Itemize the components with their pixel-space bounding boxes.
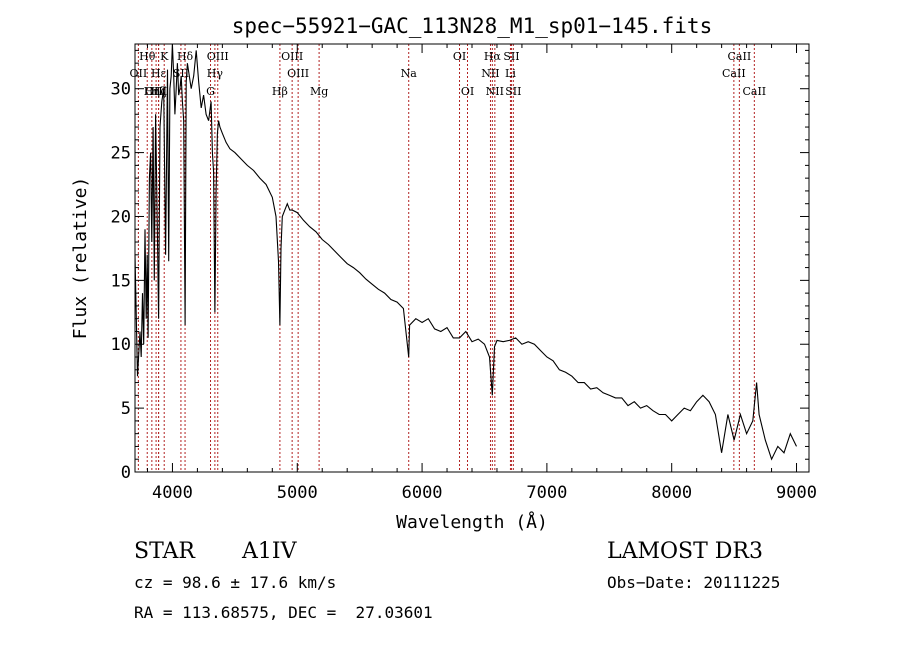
spectral-line-label: Hε [151, 67, 167, 80]
y-tick-label: 15 [111, 271, 131, 291]
spectral-line-label: CaII [742, 85, 766, 98]
flux-series-line [134, 43, 797, 461]
spectral-line-label: NII [481, 67, 499, 80]
spectral-line-label: Hγ [207, 67, 224, 80]
spectral-line-label: CaII [722, 67, 746, 80]
spectral-line-label: Hδ [177, 50, 194, 63]
plot-frame [134, 43, 810, 473]
spectral-line-label: OI [461, 85, 474, 98]
spectral-line-label: OII [130, 67, 148, 80]
y-tick-label: 30 [111, 80, 131, 100]
spectral-line-label: Mg [310, 85, 328, 98]
x-tick-label: 7000 [526, 483, 567, 503]
x-tick-label: 6000 [402, 483, 443, 503]
axis-ticks: 4000 5000 6000 7000 8000 9000 0 5 10 15 20 25 30 [111, 44, 817, 503]
spectral-line-label: Li [505, 67, 516, 80]
spectral-line-label: SII [505, 85, 521, 98]
spectral-line-label: OIII [287, 67, 309, 80]
coordinates: RA = 113.68575, DEC = 27.03601 [134, 603, 433, 622]
spectral-line-label: Hθ [139, 50, 156, 63]
spectral-line-label: OI [453, 50, 466, 63]
observation-date: Obs−Date: 20111225 [607, 573, 781, 592]
spectral-line-label: OIII [207, 50, 229, 63]
y-tick-label: 5 [121, 399, 131, 419]
survey-name: LAMOST DR3 [607, 539, 763, 564]
spectral-line-label: K [160, 50, 169, 63]
y-axis-label: Flux (relative) [70, 177, 91, 340]
y-tick-label: 0 [121, 463, 131, 483]
x-axis-label: Wavelength (Å) [396, 511, 548, 533]
x-tick-label: 8000 [651, 483, 692, 503]
y-tick-label: 10 [111, 335, 131, 355]
spectral-line-label: OIII [145, 85, 167, 98]
spectral-line-label: Hη [144, 85, 160, 98]
spectral-line-label: Hα [484, 50, 502, 63]
chart-title: spec−55921−GAC_113N28_M1_sp01−145.fits [232, 14, 712, 38]
x-tick-label: 5000 [277, 483, 318, 503]
object-subclass: A1IV [242, 539, 297, 564]
x-tick-label: 4000 [152, 483, 193, 503]
spectral-line-label: Hβ [272, 85, 288, 98]
spectral-line-markers [137, 44, 755, 472]
redshift-cz: cz = 98.6 ± 17.6 km/s [134, 573, 337, 592]
spectral-line-label: CaII [728, 50, 752, 63]
y-tick-label: 25 [111, 144, 131, 164]
spectral-line-label: SII [503, 50, 519, 63]
y-tick-label: 20 [111, 207, 131, 227]
x-tick-label: 9000 [776, 483, 817, 503]
spectral-line-label: Na [401, 67, 418, 80]
spectral-line-label: NII [486, 85, 504, 98]
object-class: STAR [134, 539, 195, 564]
spectral-line-label: G [206, 85, 215, 98]
spectral-line-label: OIII [281, 50, 303, 63]
